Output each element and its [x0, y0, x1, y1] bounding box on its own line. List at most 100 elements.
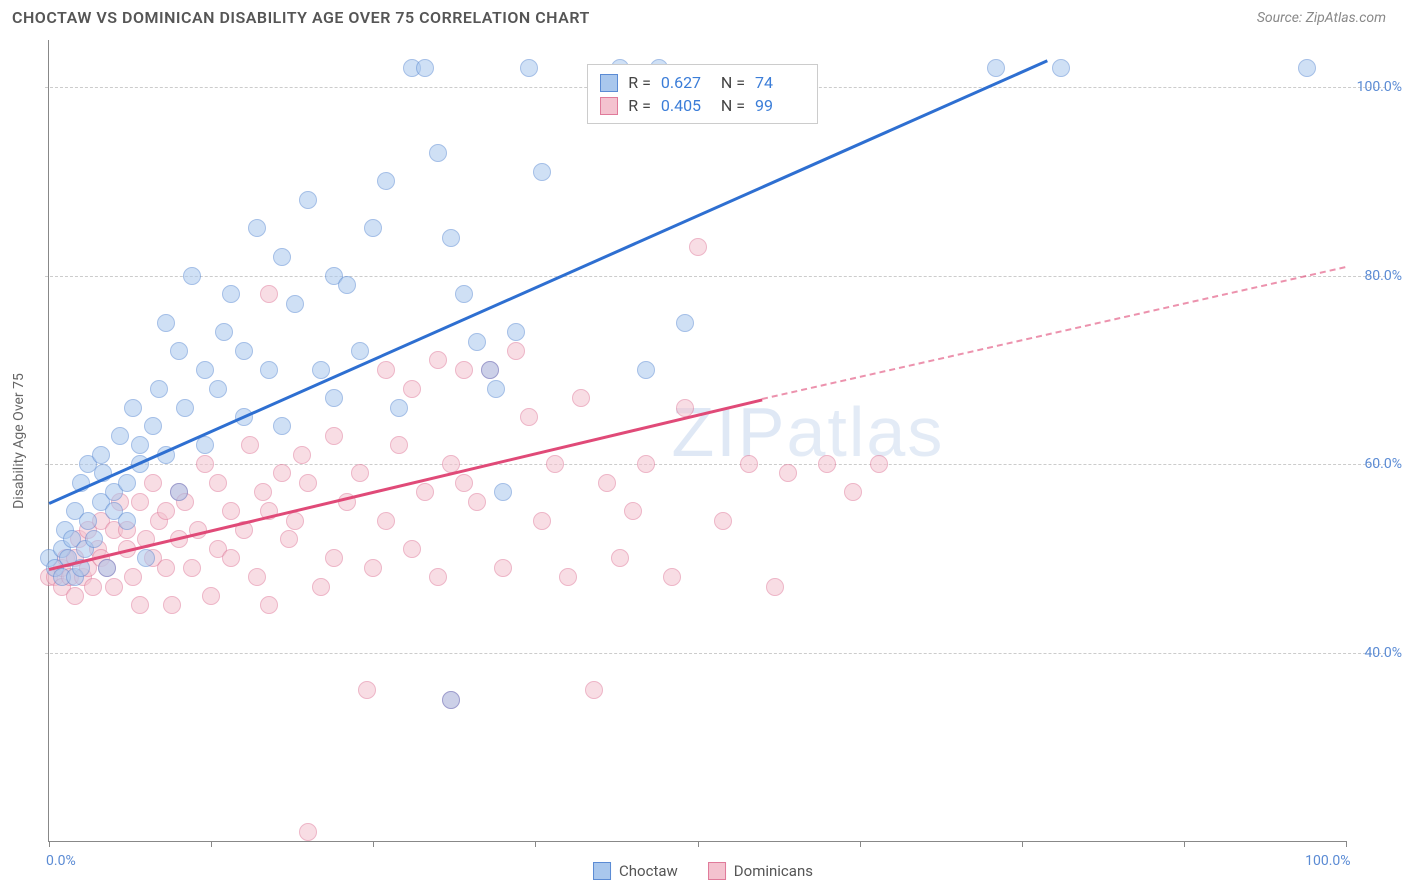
scatter-point: [818, 455, 836, 473]
scatter-point: [740, 455, 758, 473]
y-tick-label: 40.0%: [1364, 645, 1402, 661]
y-tick-label: 80.0%: [1364, 268, 1402, 284]
scatter-point: [312, 361, 330, 379]
scatter-point: [507, 342, 525, 360]
scatter-point: [118, 512, 136, 530]
x-tick: [1184, 841, 1185, 847]
scatter-point: [533, 163, 551, 181]
scatter-point: [299, 191, 317, 209]
scatter-point: [286, 512, 304, 530]
legend-swatch: [600, 97, 618, 115]
scatter-point: [286, 295, 304, 313]
scatter-point: [170, 342, 188, 360]
scatter-point: [79, 512, 97, 530]
x-tick: [49, 841, 50, 847]
scatter-point: [157, 502, 175, 520]
scatter-point: [358, 681, 376, 699]
series-legend: ChoctawDominicans: [593, 862, 813, 880]
scatter-point: [144, 474, 162, 492]
scatter-point: [377, 361, 395, 379]
x-tick-label: 100.0%: [1305, 853, 1350, 869]
scatter-canvas: 40.0%60.0%80.0%100.0%0.0%100.0%ZIPatlasR…: [49, 40, 1346, 841]
scatter-point: [416, 59, 434, 77]
x-tick: [860, 841, 861, 847]
scatter-point: [150, 380, 168, 398]
scatter-point: [196, 436, 214, 454]
scatter-point: [124, 399, 142, 417]
scatter-point: [98, 559, 116, 577]
legend-swatch: [593, 862, 611, 880]
scatter-point: [533, 512, 551, 530]
scatter-point: [377, 512, 395, 530]
scatter-point: [215, 323, 233, 341]
scatter-point: [248, 219, 266, 237]
scatter-point: [144, 417, 162, 435]
scatter-point: [507, 323, 525, 341]
legend-item: Dominicans: [708, 862, 813, 880]
scatter-point: [338, 276, 356, 294]
x-tick: [698, 841, 699, 847]
legend-label: Dominicans: [734, 862, 813, 880]
scatter-point: [222, 549, 240, 567]
legend-r-label: R =: [628, 96, 651, 115]
scatter-point: [416, 483, 434, 501]
scatter-point: [468, 493, 486, 511]
scatter-point: [84, 578, 102, 596]
scatter-point: [312, 578, 330, 596]
scatter-point: [637, 455, 655, 473]
scatter-point: [779, 464, 797, 482]
scatter-point: [403, 540, 421, 558]
scatter-point: [325, 389, 343, 407]
scatter-point: [676, 399, 694, 417]
scatter-point: [170, 483, 188, 501]
scatter-point: [611, 549, 629, 567]
scatter-point: [273, 464, 291, 482]
legend-n-label: N =: [721, 73, 745, 92]
legend-r-value: 0.627: [661, 73, 711, 92]
scatter-point: [637, 361, 655, 379]
scatter-point: [520, 59, 538, 77]
scatter-point: [403, 380, 421, 398]
scatter-point: [260, 285, 278, 303]
trend-line: [762, 266, 1346, 400]
scatter-point: [442, 229, 460, 247]
scatter-point: [624, 502, 642, 520]
scatter-point: [260, 361, 278, 379]
scatter-point: [377, 172, 395, 190]
scatter-point: [455, 361, 473, 379]
x-tick: [373, 841, 374, 847]
y-axis-title: Disability Age Over 75: [11, 373, 27, 509]
scatter-point: [987, 59, 1005, 77]
y-tick-label: 60.0%: [1364, 456, 1402, 472]
scatter-point: [241, 436, 259, 454]
scatter-point: [364, 559, 382, 577]
x-tick: [211, 841, 212, 847]
scatter-point: [131, 596, 149, 614]
scatter-point: [124, 568, 142, 586]
scatter-point: [351, 342, 369, 360]
scatter-point: [183, 267, 201, 285]
scatter-point: [390, 436, 408, 454]
scatter-point: [494, 483, 512, 501]
scatter-point: [520, 408, 538, 426]
scatter-point: [248, 568, 266, 586]
scatter-point: [351, 464, 369, 482]
scatter-point: [481, 361, 499, 379]
source-credit: Source: ZipAtlas.com: [1257, 10, 1386, 26]
scatter-point: [293, 446, 311, 464]
scatter-point: [299, 823, 317, 841]
scatter-point: [299, 474, 317, 492]
scatter-point: [131, 493, 149, 511]
scatter-point: [157, 559, 175, 577]
legend-swatch: [708, 862, 726, 880]
scatter-point: [260, 596, 278, 614]
gridline: [45, 464, 1386, 465]
scatter-point: [202, 587, 220, 605]
scatter-point: [559, 568, 577, 586]
scatter-point: [163, 596, 181, 614]
scatter-point: [689, 238, 707, 256]
scatter-point: [325, 549, 343, 567]
scatter-point: [66, 587, 84, 605]
scatter-point: [325, 427, 343, 445]
x-tick-label: 0.0%: [46, 853, 76, 869]
